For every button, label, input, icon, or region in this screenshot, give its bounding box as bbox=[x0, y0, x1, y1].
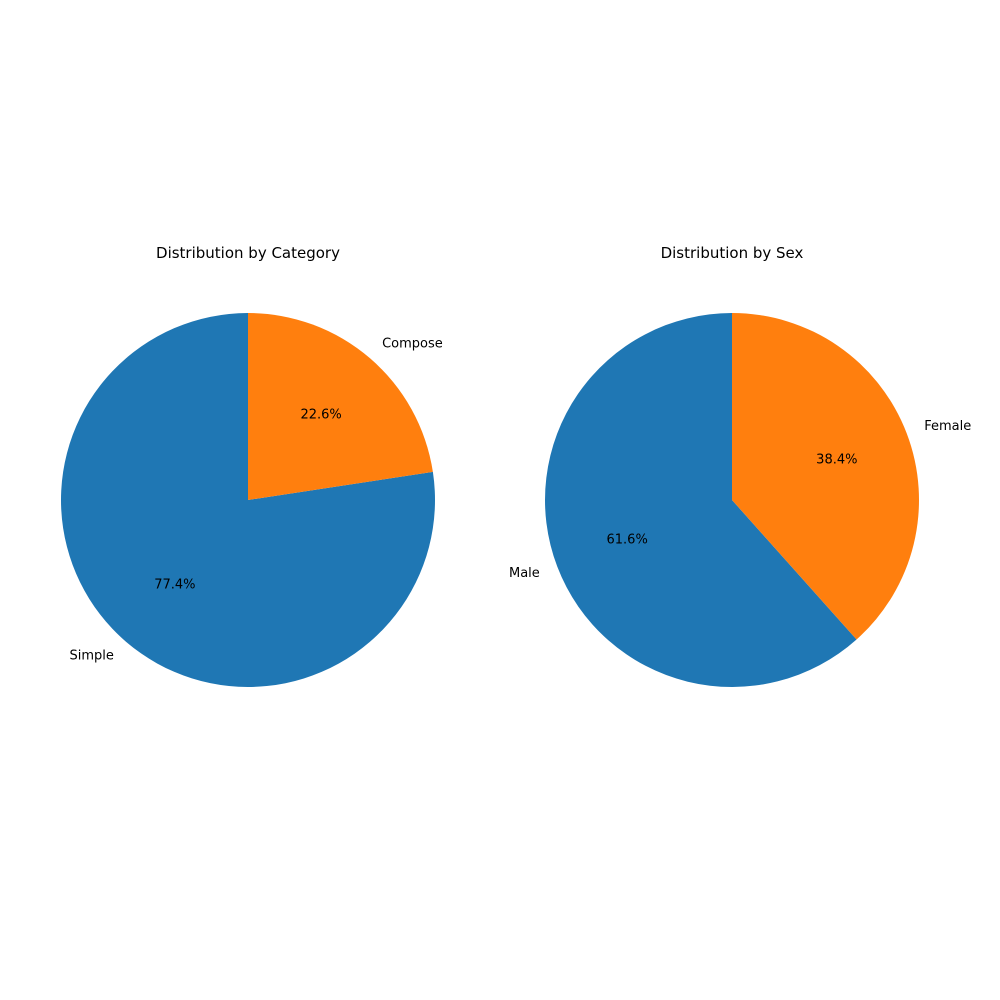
pie-slice-female bbox=[732, 313, 919, 640]
slice-label: Simple bbox=[70, 648, 114, 663]
chart-title: Distribution by Category bbox=[156, 244, 340, 262]
slice-percentage-label: 61.6% bbox=[607, 532, 648, 547]
slice-percentage-label: 77.4% bbox=[154, 578, 195, 593]
pie-chart-category: Distribution by Category Simple 77.4% Comp… bbox=[60, 244, 443, 687]
pie-slice-compose bbox=[248, 313, 433, 500]
slice-percentage-label: 38.4% bbox=[816, 453, 857, 468]
pie-chart-sex: Distribution by Sex Male 61.6% Female 38.4% bbox=[509, 244, 971, 687]
slice-label: Female bbox=[924, 419, 971, 434]
slice-label: Compose bbox=[382, 337, 443, 352]
slice-percentage-label: 22.6% bbox=[300, 407, 341, 422]
pie-slice-simple bbox=[60, 313, 435, 687]
slice-label: Male bbox=[509, 566, 540, 581]
pie-slice-male bbox=[545, 313, 857, 687]
chart-title: Distribution by Sex bbox=[661, 244, 804, 262]
